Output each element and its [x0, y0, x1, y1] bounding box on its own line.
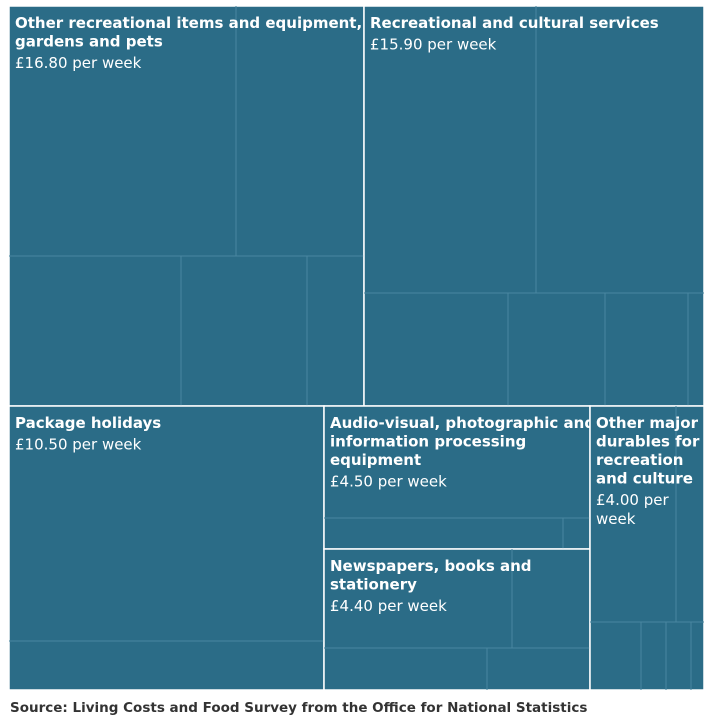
- tile-label-line: recreation: [596, 451, 683, 469]
- treemap-tile-4: Audio-visual, photographic andinformatio…: [323, 405, 595, 550]
- treemap-rect: [8, 5, 365, 407]
- tile-value-label: £4.00 per: [596, 491, 669, 509]
- treemap-rect: [323, 548, 591, 691]
- tile-label-line: and culture: [596, 470, 693, 488]
- tile-label-line: Recreational and cultural services: [370, 14, 659, 32]
- tile-label-line: stationery: [330, 576, 417, 594]
- tile-label-line: Audio-visual, photographic and: [330, 414, 595, 432]
- treemap-chart: Other recreational items and equipment,g…: [8, 5, 705, 691]
- source-note: Source: Living Costs and Food Survey fro…: [10, 700, 588, 716]
- treemap-tile-1: Other recreational items and equipment,g…: [8, 5, 365, 407]
- tile-value-label: £4.50 per week: [330, 473, 447, 491]
- tile-label-line: Other recreational items and equipment,: [15, 14, 362, 32]
- tile-label-line: durables for: [596, 433, 700, 451]
- tile-label-line: information processing: [330, 433, 526, 451]
- treemap-rect: [589, 405, 705, 691]
- treemap-rect: [8, 405, 325, 691]
- treemap-rect: [363, 5, 705, 407]
- tile-value-label: £16.80 per week: [15, 54, 142, 72]
- tile-value-label: £15.90 per week: [370, 36, 497, 54]
- tile-label-line: Other major: [596, 414, 699, 432]
- tile-label-line: equipment: [330, 451, 421, 469]
- tile-value-label: £4.40 per week: [330, 597, 447, 615]
- tile-label-line: Package holidays: [15, 414, 161, 432]
- treemap-tile-3: Package holidays £10.50 per week: [8, 405, 325, 691]
- tile-label-line: Newspapers, books and: [330, 557, 532, 575]
- treemap-tile-2: Recreational and cultural services £15.90…: [363, 5, 705, 407]
- tile-label-line: gardens and pets: [15, 33, 163, 51]
- tile-value-label: £10.50 per week: [15, 436, 142, 454]
- tile-value-label: week: [596, 510, 636, 528]
